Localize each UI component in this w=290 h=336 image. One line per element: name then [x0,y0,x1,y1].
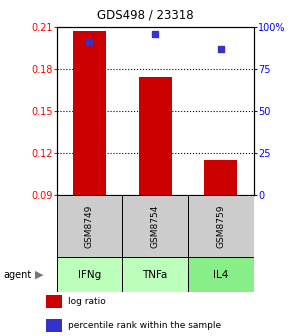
Text: TNFa: TNFa [142,270,168,280]
Text: log ratio: log ratio [68,297,106,306]
Text: agent: agent [3,270,31,280]
Bar [46,320,62,332]
Bar [73,31,106,195]
Bar [57,195,122,257]
Text: GSM8759: GSM8759 [216,204,225,248]
Text: ▶: ▶ [35,270,44,280]
Bar [122,195,188,257]
Text: GSM8754: GSM8754 [151,204,160,248]
Text: GSM8749: GSM8749 [85,204,94,248]
Text: IFNg: IFNg [78,270,101,280]
Bar [122,257,188,292]
Point [219,46,223,51]
Text: GDS498 / 23318: GDS498 / 23318 [97,8,193,22]
Bar [46,295,62,308]
Bar [204,160,237,195]
Point [153,31,157,36]
Bar [57,257,122,292]
Bar [188,195,254,257]
Point [87,39,92,45]
Bar [139,77,172,195]
Bar [188,257,254,292]
Text: percentile rank within the sample: percentile rank within the sample [68,321,221,330]
Text: IL4: IL4 [213,270,229,280]
